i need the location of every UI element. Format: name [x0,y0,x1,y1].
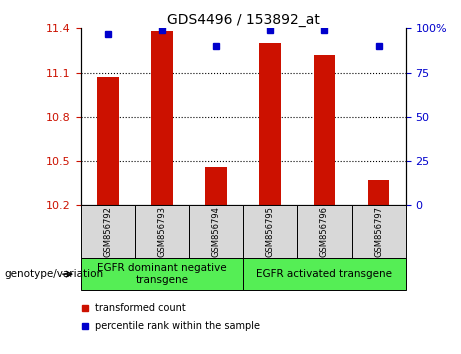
Text: GSM856797: GSM856797 [374,206,383,257]
Bar [260,43,281,205]
Bar [243,258,406,290]
Text: GSM856794: GSM856794 [212,206,221,257]
Text: GSM856796: GSM856796 [320,206,329,257]
Text: EGFR dominant negative
transgene: EGFR dominant negative transgene [97,263,227,285]
Bar [352,205,406,258]
Bar [313,55,335,205]
Text: EGFR activated transgene: EGFR activated transgene [256,269,392,279]
Bar [189,205,243,258]
Bar [97,77,118,205]
Text: GSM856795: GSM856795 [266,206,275,257]
Bar [243,205,297,258]
Bar [81,258,243,290]
Text: GSM856793: GSM856793 [157,206,166,257]
Bar [81,205,135,258]
Text: genotype/variation: genotype/variation [5,269,104,279]
Text: percentile rank within the sample: percentile rank within the sample [95,321,260,331]
Text: transformed count: transformed count [95,303,185,313]
Title: GDS4496 / 153892_at: GDS4496 / 153892_at [167,13,319,27]
Text: GSM856792: GSM856792 [103,206,112,257]
Bar [151,31,173,205]
Bar [368,180,390,205]
Bar [135,205,189,258]
Bar [297,205,352,258]
Bar [205,167,227,205]
